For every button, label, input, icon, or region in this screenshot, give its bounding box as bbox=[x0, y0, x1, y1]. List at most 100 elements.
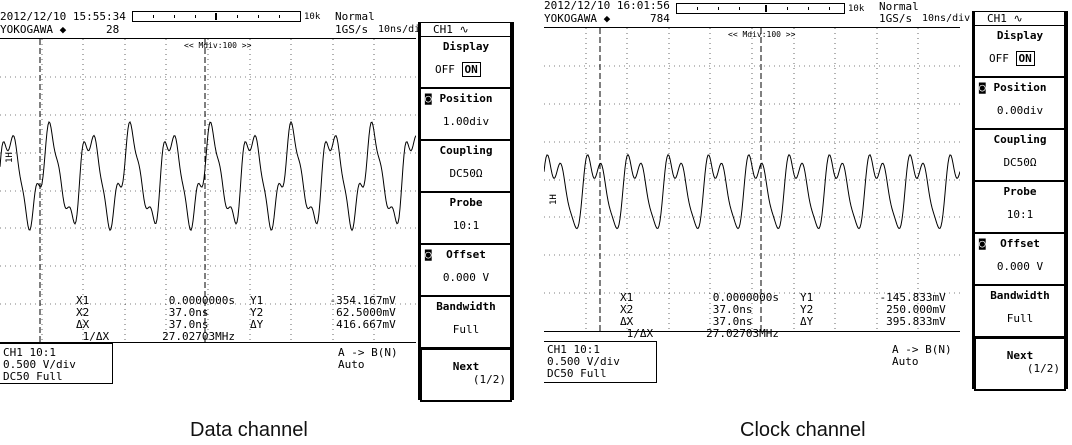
volts-div: 0.500 V/div bbox=[3, 358, 76, 371]
record-count: 784 bbox=[650, 12, 670, 25]
position-value: 0.00div bbox=[996, 104, 1044, 117]
display-on-option[interactable]: ON bbox=[461, 62, 481, 77]
display-off-option[interactable]: OFF bbox=[989, 52, 1009, 65]
x2-label: X2 bbox=[620, 303, 634, 316]
waveform-display[interactable]: 1H << Mdiv:100 >> X1 0.0000000s X2 37.0n… bbox=[544, 27, 960, 340]
navigator-window-marker[interactable] bbox=[215, 13, 217, 20]
cursor-measurements-voltage: Y1 -354.167mV Y2 62.5000mV ΔY 416.667mV bbox=[250, 295, 396, 331]
next-page: (1/2) bbox=[1026, 362, 1060, 375]
channel-tab-label: CH1 bbox=[433, 23, 453, 36]
x1-value: 0.0000000s bbox=[168, 294, 235, 307]
probe-softkey[interactable]: Probe 10:1 bbox=[420, 192, 512, 244]
inv-dx-label: 1/ΔX bbox=[626, 327, 654, 340]
graticule bbox=[0, 39, 416, 342]
graticule bbox=[544, 28, 960, 331]
position-label: Position bbox=[993, 81, 1047, 94]
knob-icon: ◙ bbox=[979, 81, 986, 94]
nav-tick bbox=[153, 15, 154, 18]
x1-label: X1 bbox=[76, 294, 90, 307]
offset-label: Offset bbox=[446, 248, 486, 261]
dy-value: 416.667mV bbox=[336, 318, 396, 331]
bandwidth-value: Full bbox=[1006, 312, 1034, 325]
knob-icon: ◙ bbox=[425, 92, 432, 105]
trigger-type: A -> B(N) bbox=[338, 346, 398, 359]
offset-label-row: ◙ Offset bbox=[975, 237, 1065, 250]
bandwidth-softkey[interactable]: Bandwidth Full bbox=[974, 285, 1066, 337]
zoom-indicator: << Mdiv:100 >> bbox=[728, 30, 796, 39]
position-softkey[interactable]: ◙ Position 1.00div bbox=[420, 88, 512, 140]
dx-label: ΔX bbox=[76, 318, 90, 331]
display-softkey[interactable]: Display OFF ON bbox=[974, 25, 1066, 77]
channel-tab[interactable]: CH1 ∿ bbox=[420, 22, 514, 37]
coupling-softkey[interactable]: Coupling DC50Ω bbox=[420, 140, 512, 192]
nav-scale: 10k bbox=[848, 4, 865, 14]
coupling-status: DC50 Full bbox=[3, 370, 63, 383]
dx-value: 37.0ns bbox=[168, 318, 209, 331]
offset-value: 0.000 V bbox=[996, 260, 1044, 273]
position-label: Position bbox=[439, 92, 493, 105]
next-label: Next bbox=[452, 360, 480, 373]
softkey-menu: CH1 ∿ Display OFF ON ◙ Position 1.00div C… bbox=[418, 22, 514, 402]
nav-tick bbox=[808, 7, 809, 10]
trigger-status: A -> B(N) Auto bbox=[338, 347, 398, 371]
history-navigator-bar[interactable] bbox=[132, 11, 301, 22]
bandwidth-label: Bandwidth bbox=[990, 289, 1050, 302]
dy-value: 395.833mV bbox=[886, 315, 946, 328]
waveform-icon: ∿ bbox=[1013, 12, 1023, 25]
y2-value: 62.5000mV bbox=[336, 306, 396, 319]
next-softkey[interactable]: Next (1/2) bbox=[974, 337, 1066, 391]
y2-label: Y2 bbox=[250, 306, 264, 319]
time-div: 10ns/div bbox=[922, 13, 971, 24]
display-toggle: OFF ON bbox=[421, 62, 511, 77]
trigger-status: A -> B(N) Auto bbox=[892, 344, 952, 368]
y1-label: Y1 bbox=[800, 291, 814, 304]
history-navigator-bar[interactable] bbox=[676, 3, 845, 14]
offset-label-row: ◙ Offset bbox=[421, 248, 511, 261]
offset-softkey[interactable]: ◙ Offset 0.000 V bbox=[420, 244, 512, 296]
trigger-type: A -> B(N) bbox=[892, 343, 952, 356]
zoom-indicator: << Mdiv:100 >> bbox=[184, 41, 252, 50]
x2-value: 37.0ns bbox=[168, 306, 209, 319]
datetime: 2012/12/10 15:55:34 bbox=[0, 10, 126, 23]
position-softkey[interactable]: ◙ Position 0.00div bbox=[974, 77, 1066, 129]
next-softkey[interactable]: Next (1/2) bbox=[420, 348, 512, 402]
channel-status: CH1 10:1 0.500 V/div DC50 Full bbox=[547, 344, 620, 380]
coupling-value: DC50Ω bbox=[1003, 156, 1037, 169]
bandwidth-softkey[interactable]: Bandwidth Full bbox=[420, 296, 512, 348]
position-label-row: ◙ Position bbox=[975, 81, 1065, 94]
y1-value: -145.833mV bbox=[879, 291, 946, 304]
cursor-measurements-voltage: Y1 -145.833mV Y2 250.000mV ΔY 395.833mV bbox=[800, 292, 946, 328]
probe-softkey[interactable]: Probe 10:1 bbox=[974, 181, 1066, 233]
caption-data-channel: Data channel bbox=[190, 419, 308, 441]
display-on-option[interactable]: ON bbox=[1015, 51, 1035, 66]
status-box bbox=[0, 343, 113, 384]
coupling-value: DC50Ω bbox=[449, 167, 483, 180]
display-off-option[interactable]: OFF bbox=[435, 63, 455, 76]
channel-tab[interactable]: CH1 ∿ bbox=[974, 11, 1068, 26]
probe-label: Probe bbox=[1003, 185, 1037, 198]
offset-softkey[interactable]: ◙ Offset 0.000 V bbox=[974, 233, 1066, 285]
nav-tick bbox=[174, 15, 175, 18]
navigator-window-marker[interactable] bbox=[765, 5, 767, 12]
y1-value: -354.167mV bbox=[329, 294, 396, 307]
waveform-display[interactable]: 1H << Mdiv:100 >> X1 0.0000000s X2 37.0n… bbox=[0, 38, 416, 343]
probe-value: 10:1 bbox=[452, 219, 480, 232]
y2-label: Y2 bbox=[800, 303, 814, 316]
x1-label: X1 bbox=[620, 291, 634, 304]
inv-dx-value: 27.02703MHz bbox=[162, 330, 235, 343]
channel-marker-icon: 1H bbox=[5, 152, 15, 163]
brand-logo: YOKOGAWA ◆ bbox=[544, 13, 610, 25]
caption-clock-channel: Clock channel bbox=[740, 419, 866, 441]
bandwidth-label: Bandwidth bbox=[436, 300, 496, 313]
display-label: Display bbox=[996, 29, 1044, 42]
x2-label: X2 bbox=[76, 306, 90, 319]
probe-value: 10:1 bbox=[1006, 208, 1034, 221]
inv-dx-label: 1/ΔX bbox=[82, 330, 110, 343]
offset-label: Offset bbox=[1000, 237, 1040, 250]
display-softkey[interactable]: Display OFF ON bbox=[420, 36, 512, 88]
probe-label: Probe bbox=[449, 196, 483, 209]
coupling-softkey[interactable]: Coupling DC50Ω bbox=[974, 129, 1066, 181]
softkey-menu: CH1 ∿ Display OFF ON ◙ Position 0.00div C… bbox=[972, 11, 1068, 391]
knob-icon: ◙ bbox=[979, 237, 986, 250]
nav-tick bbox=[787, 7, 788, 10]
